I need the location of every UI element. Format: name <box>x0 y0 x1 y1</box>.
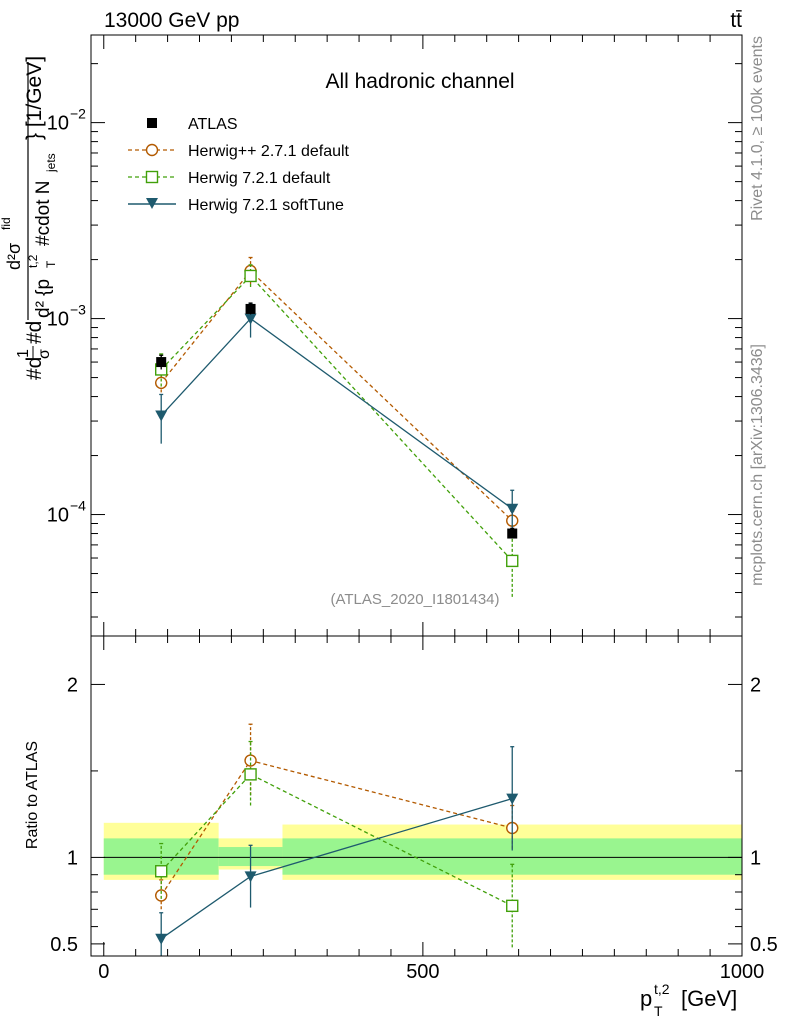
ratio-y-tick-label-right: 1 <box>750 847 761 869</box>
ratio-x-ticks: 0 500 1000 <box>98 636 764 983</box>
ratio-y-ticks: 0.5 0.5 1 1 2 2 <box>50 674 778 955</box>
main-series <box>155 256 519 597</box>
ratio-series <box>155 723 519 956</box>
legend-marker-herwig7-softtune <box>146 198 158 209</box>
ratio-frame <box>90 635 743 957</box>
main-y-tick-label: 10 <box>47 505 69 527</box>
ylabel-frac-den: σ <box>36 349 53 359</box>
main-y-tick-exponent: −3 <box>70 302 86 318</box>
main-y-tick-exponent: −2 <box>70 106 86 122</box>
legend-marker-herwigpp <box>145 143 159 157</box>
ratio-bands <box>103 822 742 880</box>
ratio-series-herwig-2-7-1-default <box>155 723 519 910</box>
main-y-tick-label: 10 <box>47 113 69 135</box>
ratio-series-herwig-7-2-1-softtune <box>155 746 519 956</box>
main-point-herwig-7-2-1-softtune <box>155 410 168 422</box>
legend-item-herwig7-default: Herwig 7.2.1 default <box>128 170 331 187</box>
main-y-tick-exponent: −4 <box>70 498 86 514</box>
main-point-herwig-7-2-1-softtune <box>506 503 519 515</box>
ratio-point-herwig-2-7-1-default <box>155 889 168 902</box>
legend-marker-herwig7-default <box>145 170 159 184</box>
process-label: tt̄ <box>730 9 742 32</box>
main-y-axis-label: #d 1 σ #d d²σ fid d² {p T t,2 #cdot N je… <box>0 56 58 380</box>
legend-label-herwig7-softtune: Herwig 7.2.1 softTune <box>188 197 344 214</box>
ratio-point-herwig-7-2-1-default <box>506 899 519 913</box>
ratio-y-axis-label: Ratio to ATLAS <box>24 741 41 849</box>
main-point-herwig-7-2-1-softtune <box>244 313 257 325</box>
xlabel-unit: [GeV] <box>681 986 737 1011</box>
main-point-atlas <box>156 357 167 368</box>
legend-label-herwig7-default: Herwig 7.2.1 default <box>188 170 331 187</box>
main-panel: 10−210−310−4 All hadronic channel (ATLAS… <box>0 34 743 637</box>
ratio-point-herwig-7-2-1-default <box>155 865 168 878</box>
main-line-herwig-7-2-1-default <box>160 275 513 562</box>
ylabel-inner-num: d²σ <box>4 243 24 270</box>
main-x-ticks <box>103 35 743 636</box>
ylabel-inner-num-sup: fid <box>0 217 13 230</box>
main-point-herwig-7-2-1-default <box>244 269 257 283</box>
ratio-point-herwig-7-2-1-softtune <box>506 793 519 805</box>
main-point-herwig-7-2-1-default <box>506 554 519 568</box>
ratio-point-herwig-7-2-1-default <box>244 768 257 781</box>
legend-marker-atlas <box>147 118 157 128</box>
main-series-atlas <box>156 302 518 539</box>
analysis-label: (ATLAS_2020_I1801434) <box>330 591 499 608</box>
energy-label: 13000 GeV pp <box>104 9 239 32</box>
ylabel-inner-den-tail-sub: jets <box>44 153 58 173</box>
x-axis-label: p T t,2 [GeV] <box>640 981 737 1019</box>
ylabel-suffix: } [1/GeV] <box>23 56 46 140</box>
legend-label-herwigpp: Herwig++ 2.7.1 default <box>188 143 350 160</box>
xlabel-main: p <box>640 986 652 1011</box>
main-line-herwig-2-7-1-default <box>160 269 513 522</box>
x-tick-label: 500 <box>406 961 439 983</box>
main-y-tick-label: 10 <box>47 309 69 331</box>
main-point-atlas <box>507 528 518 539</box>
main-y-ticks: 10−210−310−4 <box>47 63 742 618</box>
ratio-y-tick-label: 1 <box>67 847 78 869</box>
ylabel-inner-den-sub: T <box>44 260 58 268</box>
main-line-herwig-7-2-1-softtune <box>160 317 513 510</box>
ylabel-frac-num: 1 <box>15 349 32 358</box>
xlabel-sup: t,2 <box>654 981 670 997</box>
ratio-point-herwig-7-2-1-softtune <box>155 933 168 945</box>
ylabel-prefix: #d <box>23 357 46 380</box>
ratio-panel: 0.5 0.5 1 1 2 2 0 500 1000 Ratio to ATLAS p T t… <box>24 635 778 1019</box>
ratio-point-herwig-7-2-1-softtune <box>244 871 257 883</box>
ratio-y-tick-label: 2 <box>67 674 78 696</box>
main-point-atlas <box>245 303 256 314</box>
svg-text:#d: #d <box>23 357 46 380</box>
main-series-herwig-7-2-1-softtune <box>155 303 519 531</box>
ratio-y-tick-label-right: 2 <box>750 674 761 696</box>
x-tick-label: 0 <box>98 961 109 983</box>
legend-item-herwigpp: Herwig++ 2.7.1 default <box>128 143 350 160</box>
ylabel-inner-den-sup: t,2 <box>26 254 40 268</box>
legend-item-atlas: ATLAS <box>147 116 238 133</box>
legend-item-herwig7-softtune: Herwig 7.2.1 softTune <box>128 197 344 214</box>
main-series-herwig-7-2-1-default <box>155 264 519 597</box>
source-label: mcplots.cern.ch [arXiv:1306.3436] <box>749 344 766 586</box>
ratio-series-herwig-7-2-1-default <box>155 740 519 948</box>
legend: ATLAS Herwig++ 2.7.1 default Herwig 7.2.… <box>128 116 350 214</box>
ratio-y-tick-label: 0.5 <box>50 934 78 956</box>
ratio-y-tick-label-right: 0.5 <box>750 934 778 956</box>
ylabel-mid: #d <box>23 321 46 344</box>
rivet-version-label: Rivet 4.1.0, ≥ 100k events <box>749 36 766 221</box>
ylabel-inner-den-tail: #cdot N <box>33 181 54 246</box>
ratio-line-herwig-7-2-1-default <box>160 773 513 907</box>
ylabel-inner-den: d² {p <box>33 279 54 318</box>
chart-title: All hadronic channel <box>325 70 514 93</box>
xlabel-sub: T <box>654 1003 663 1019</box>
main-point-herwig-2-7-1-default <box>155 376 168 390</box>
legend-label-atlas: ATLAS <box>188 116 238 133</box>
x-tick-label: 1000 <box>720 961 765 983</box>
main-series-herwig-2-7-1-default <box>155 256 519 531</box>
